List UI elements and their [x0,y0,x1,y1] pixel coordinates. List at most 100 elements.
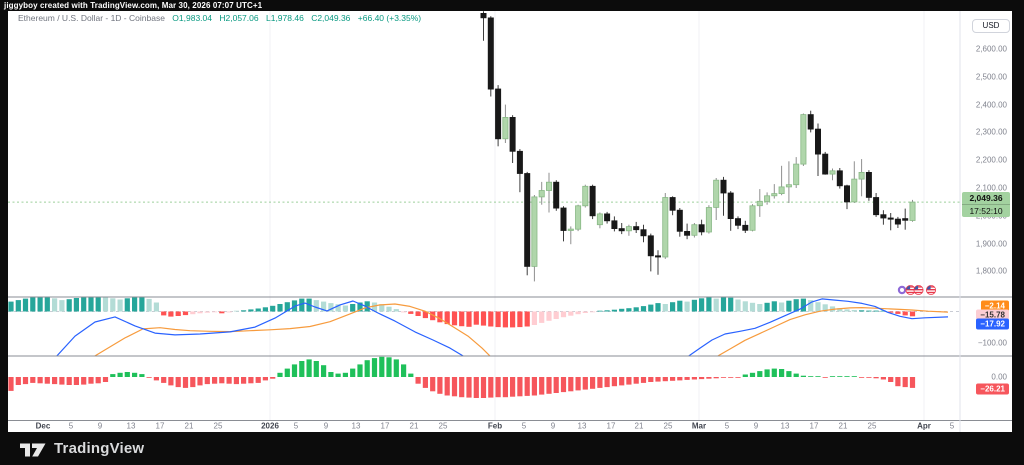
candle-body [546,181,553,191]
bar-countdown: 17:52:10 [962,204,1010,217]
candle-body [698,224,705,233]
macd-histogram-bar [386,306,392,312]
macd-histogram-bar [117,299,123,312]
oscillator-bar [270,377,276,379]
macd-histogram-bar [837,308,843,312]
oscillator-bar [786,371,792,377]
oscillator-bar [590,377,596,389]
legend-change: +66.40 (+3.35%) [357,13,422,23]
macd-histogram-bar [764,302,770,312]
macd-histogram-bar [611,309,617,312]
macd-histogram-bar [321,301,327,312]
oscillator-bar [437,377,443,394]
macd-histogram-bar [604,310,610,312]
candle-body [662,197,669,258]
macd-histogram-bar [73,298,79,312]
macd-histogram-bar [706,297,712,312]
macd-histogram-bar [720,297,727,312]
macd-histogram-bar [22,298,29,312]
oscillator-bar [139,374,145,377]
macd-histogram-bar [364,301,370,312]
oscillator-bar [73,377,79,385]
oscillator-bar [779,369,785,377]
oscillator-bar [582,377,588,390]
last-price-value: 2,049.36 [969,193,1003,203]
macd-histogram-bar [866,310,872,312]
oscillator-bar [662,377,668,382]
candle-body [836,170,843,187]
candle-body [742,224,749,231]
oscillator-bar [408,373,414,377]
macd-histogram-bar [437,311,443,323]
macd-histogram-bar [786,300,792,312]
tradingview-wordmark[interactable]: TradingView [54,440,145,457]
candle-body [880,214,887,219]
oscillator-bar [909,377,916,388]
macd-histogram-bar [517,311,523,328]
us-flag-event-icon[interactable] [905,285,916,295]
macd-histogram-bar [190,311,196,315]
macd-histogram-bar [539,311,545,323]
macd-histogram-bar [299,298,305,312]
macd-histogram-bar [139,297,145,312]
macd-histogram-bar [153,302,159,312]
macd-histogram-bar [749,302,756,312]
tradingview-logo-icon[interactable] [20,440,46,458]
oscillator-bar [844,376,850,377]
macd-histogram-bar [880,310,886,312]
oscillator-bar [495,377,501,398]
macd-histogram-bar [510,311,516,328]
oscillator-bar [691,377,697,380]
oscillator-bar [684,377,690,380]
oscillator-bar [393,359,399,377]
macd-histogram-bar [546,311,552,321]
macd-signal-line [94,303,949,356]
oscillator-bar [611,377,617,387]
macd-histogram-bar [815,302,821,312]
macd-histogram-bar [590,311,596,313]
macd-histogram-bar [233,310,239,312]
us-flag-event-icon[interactable] [913,285,924,295]
oscillator-bar [568,377,574,392]
us-flag-event-icon[interactable] [926,285,936,295]
oscillator-bar [132,372,138,377]
currency-toggle-button[interactable]: USD [972,19,1010,33]
macd-histogram-bar [902,311,908,316]
macd-histogram-bar [531,311,537,325]
macd-histogram-bar [335,304,341,312]
macd-histogram-bar [262,307,268,312]
oscillator-bar [859,377,865,378]
oscillator-bar [757,371,763,377]
oscillator-bar [728,377,734,378]
oscillator-bar [52,377,58,385]
macd-histogram-bar [52,298,58,312]
candle-body [764,195,771,202]
oscillator-bar [190,377,196,388]
macd-histogram-bar [393,309,399,312]
macd-histogram-bar [408,311,414,314]
macd-histogram-bar [197,311,203,314]
oscillator-bar [866,377,872,378]
symbol-legend[interactable]: Ethereum / U.S. Dollar - 1D - Coinbase O… [18,13,421,25]
macd-histogram-bar [757,304,763,312]
oscillator-bar [422,377,428,388]
macd-histogram-bar [488,311,494,327]
oscillator-bar [386,357,392,377]
candle-body [735,218,742,226]
oscillator-bar [357,364,363,377]
candle-body [720,179,727,194]
candle-body [618,228,625,232]
legend-close: C2,049.36 [311,13,351,23]
candle-body [516,150,523,174]
macd-histogram-bar [909,311,916,317]
candle-body [822,153,829,175]
oscillator-bar [829,376,836,377]
attribution-text: jiggyboy created with TradingView.com, M… [4,1,263,10]
candle-body [502,117,509,140]
oscillator-bar [640,377,647,383]
macd-histogram-bar [357,302,363,312]
macd-histogram-bar [713,298,719,312]
macd-histogram-bar [800,298,806,312]
oscillator-bar [30,377,36,383]
